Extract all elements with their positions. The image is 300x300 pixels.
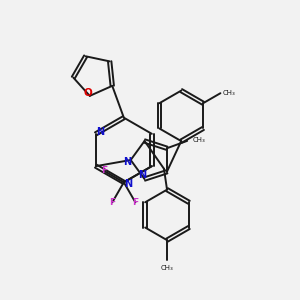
Text: O: O — [84, 88, 93, 98]
Text: N: N — [96, 127, 104, 137]
Text: N: N — [123, 158, 131, 167]
Text: F: F — [132, 198, 138, 207]
Text: F: F — [101, 166, 107, 175]
Text: N: N — [138, 170, 146, 180]
Text: CH₃: CH₃ — [223, 90, 236, 96]
Text: N: N — [124, 179, 132, 189]
Text: CH₃: CH₃ — [161, 265, 173, 271]
Text: F: F — [109, 198, 116, 207]
Text: CH₃: CH₃ — [193, 137, 206, 143]
